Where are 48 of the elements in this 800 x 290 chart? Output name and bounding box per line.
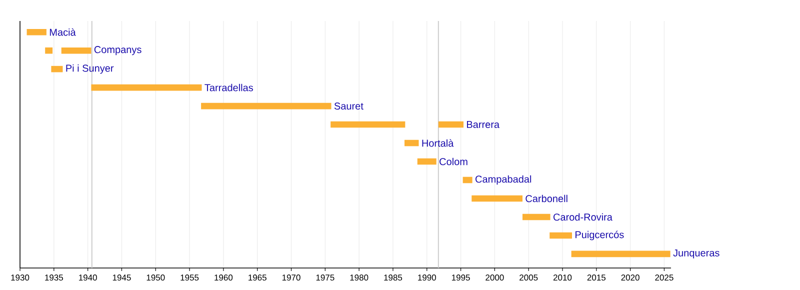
x-tick-label: 1945 [112, 274, 131, 281]
bar [550, 232, 572, 239]
y-tick-label: Colom [440, 158, 468, 166]
y-tick-label: Sauret [334, 102, 364, 110]
bar [571, 250, 670, 258]
x-tick-label: 1975 [316, 274, 334, 281]
bar [404, 140, 419, 146]
bar [472, 195, 522, 202]
y-tick-label: Hortalà [422, 139, 454, 147]
bar [45, 47, 53, 54]
bar [51, 66, 63, 72]
bar [417, 158, 436, 165]
y-tick-label: Carbonell [526, 194, 568, 202]
bar [438, 121, 464, 128]
x-tick-label: 2020 [621, 274, 640, 281]
bar [26, 28, 46, 36]
x-tick-label: 1980 [350, 274, 368, 281]
y-tick-label: Macià [50, 28, 76, 36]
x-tick-label: 1955 [180, 274, 199, 281]
x-tick-label: 2025 [655, 274, 674, 281]
x-tick-label: 1950 [146, 274, 165, 281]
y-tick-label: Pi i Sunyer [66, 64, 114, 74]
bar [91, 84, 202, 91]
y-tick-label: Campabadal [476, 175, 532, 185]
bar [201, 102, 332, 110]
x-tick-label: 1930 [11, 274, 30, 281]
x-tick-label: 1940 [79, 274, 97, 281]
bar [330, 121, 406, 128]
x-tick-label: 1985 [384, 274, 402, 281]
x-tick-label: 1970 [282, 274, 300, 281]
bar [61, 47, 92, 54]
bar [462, 176, 472, 184]
x-tick-label: 1990 [418, 274, 436, 281]
x-tick-label: 2010 [553, 274, 572, 281]
x-tick-label: 1965 [248, 274, 266, 281]
y-tick-label: Barrera [467, 121, 500, 128]
y-tick-label: Tarradellas [204, 84, 253, 92]
y-tick-label: Puigcercós [576, 230, 624, 240]
y-tick-label: Companys [94, 46, 142, 56]
x-tick-label: 2015 [587, 274, 606, 281]
y-tick-label: Junqueras [673, 249, 720, 258]
x-tick-label: 2005 [520, 274, 538, 281]
bar [522, 214, 550, 220]
y-tick-label: Carod-Rovira [554, 213, 612, 221]
x-tick-label: 2000 [486, 274, 504, 281]
x-tick-label: 1995 [452, 274, 470, 281]
x-tick-label: 1935 [45, 274, 64, 281]
x-tick-label: 1960 [214, 274, 233, 281]
